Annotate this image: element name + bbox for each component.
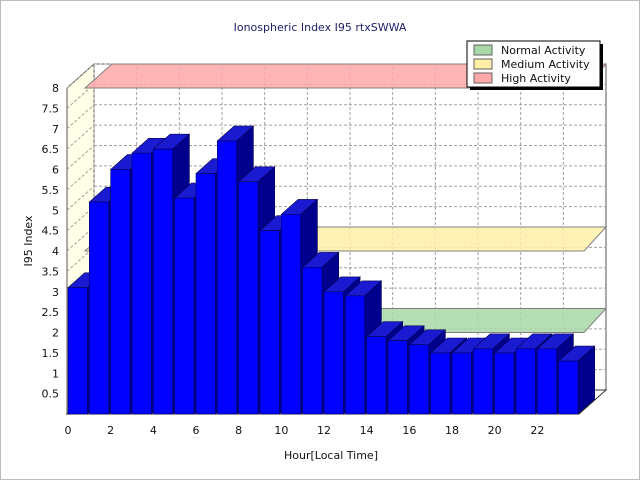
bar-front	[153, 148, 173, 415]
gridline-y-side	[66, 185, 95, 211]
x-tick-label: 10	[274, 424, 288, 437]
gridline-y-side	[66, 145, 95, 170]
x-tick-label: 14	[360, 424, 374, 437]
chart-title: Ionospheric Index I95 rtxSWWA	[234, 21, 407, 34]
gridline-y-side	[66, 104, 95, 130]
bar-front	[409, 344, 429, 415]
x-axis-label: Hour[Local Time]	[284, 449, 378, 462]
x-tick-label: 18	[445, 424, 459, 437]
x-tick-label: 20	[488, 424, 502, 437]
y-tick-label: 3	[52, 286, 59, 299]
bar-front	[281, 214, 301, 415]
y-tick-label: 6.5	[42, 143, 60, 156]
bar-front	[473, 348, 493, 415]
bar-front	[174, 197, 195, 415]
y-tick-label: 5	[52, 204, 59, 217]
legend-swatch	[473, 44, 493, 56]
bar-front	[537, 348, 557, 415]
bar-front	[515, 348, 536, 415]
legend-label: Medium Activity	[501, 58, 590, 71]
y-tick-label: 0.5	[42, 388, 60, 401]
y-tick-label: 4.5	[42, 225, 60, 238]
bar-front	[558, 360, 579, 415]
x-tick-label: 2	[107, 424, 114, 437]
x-tick-label: 4	[150, 424, 157, 437]
bar-front	[89, 201, 109, 415]
gridline-y-side	[66, 63, 95, 89]
legend-label: High Activity	[501, 72, 571, 85]
bar-front	[451, 352, 472, 415]
bar-front	[387, 340, 408, 415]
bar-front	[259, 230, 280, 415]
y-tick-labels: 0.5 1 1.5 2 2.5 3 3.5 4 4.5 5 5.5 6 6.5 7 7.5 8	[42, 82, 60, 401]
x-tick-labels: 0 2 4 6 8 10 12 14 16 18 20 22	[65, 424, 545, 437]
y-tick-label: 5.5	[42, 184, 60, 197]
bar-front	[345, 295, 365, 415]
bar-front	[131, 152, 152, 415]
y-tick-label: 8	[52, 82, 59, 95]
bar-front	[195, 173, 216, 415]
bar-front	[217, 140, 237, 415]
x-tick-label: 0	[65, 424, 72, 437]
bar	[557, 345, 596, 415]
y-tick-label: 7.5	[42, 102, 60, 115]
x-tick-label: 22	[530, 424, 544, 437]
bar-front	[238, 181, 259, 415]
bars	[67, 125, 596, 415]
y-tick-label: 6	[52, 164, 59, 177]
x-tick-label: 6	[193, 424, 200, 437]
y-tick-label: 1	[52, 367, 59, 380]
y-axis-label: I95 Index	[22, 215, 35, 267]
y-tick-label: 3.5	[42, 265, 60, 278]
y-tick-label: 4	[52, 245, 59, 258]
x-tick-label: 12	[317, 424, 331, 437]
y-tick-label: 2.5	[42, 306, 60, 319]
y-tick-label: 2	[52, 327, 59, 340]
x-tick-label: 8	[235, 424, 242, 437]
legend-swatch	[473, 72, 493, 84]
legend-label: Normal Activity	[501, 44, 586, 57]
y-tick-label: 1.5	[42, 347, 60, 360]
bar-front	[323, 291, 344, 415]
bar-front	[110, 169, 131, 415]
y-tick-label: 7	[52, 123, 59, 136]
bar-front	[430, 352, 451, 415]
x-tick-label: 16	[402, 424, 416, 437]
bar-front	[366, 336, 387, 415]
bar-front	[494, 352, 515, 415]
bar-front	[302, 266, 323, 415]
gridline-y-side	[66, 124, 95, 150]
gridline-y-side	[66, 165, 95, 191]
legend-swatch	[473, 58, 493, 70]
bar-front	[67, 287, 88, 415]
